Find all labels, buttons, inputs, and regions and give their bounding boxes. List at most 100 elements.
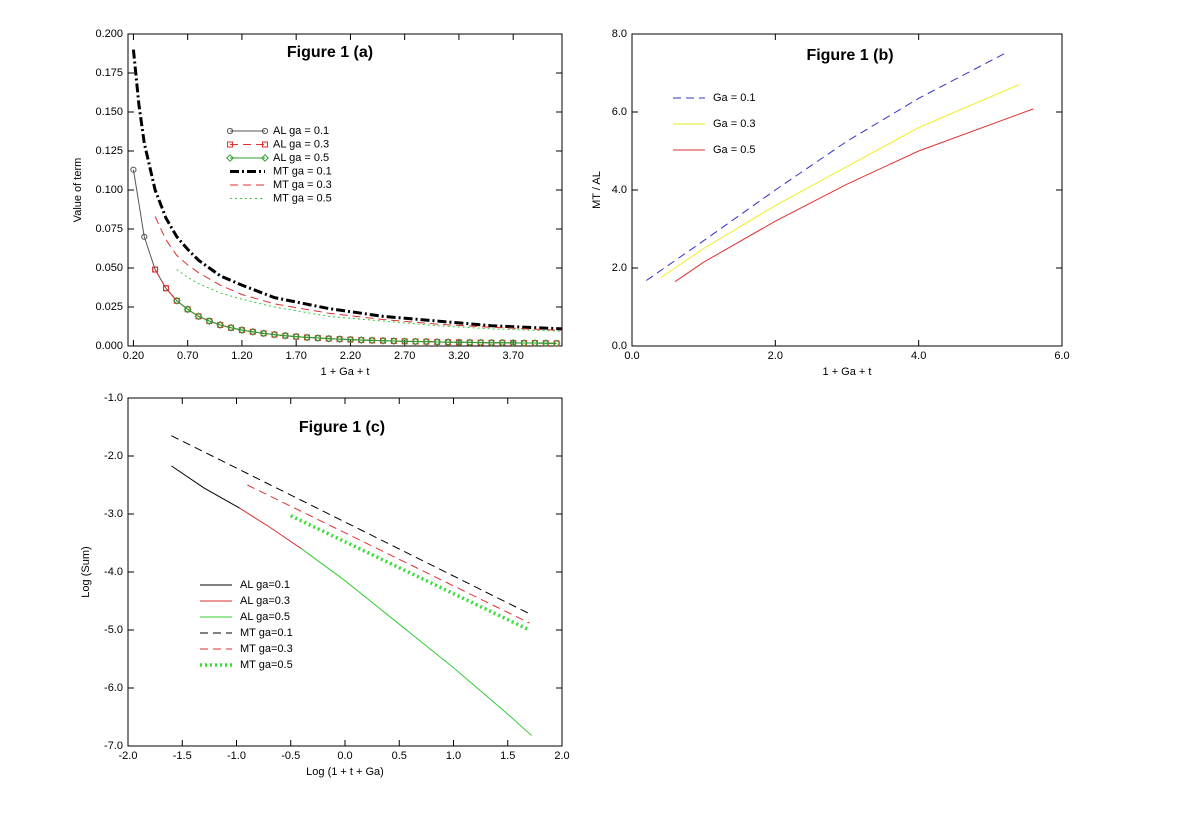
plot: 0.0 2.0 4.0 6.0 0.0 2.0 4.0 6.0 8.0 Figure 1 (b) 1… xyxy=(591,28,1070,378)
marker xyxy=(324,334,333,343)
y-tick-label: 0.100 xyxy=(95,184,123,196)
x-tick-label: 0.5 xyxy=(392,750,407,762)
legend-label: AL ga = 0.5 xyxy=(273,152,329,164)
x-tick-label: -1.0 xyxy=(227,750,246,762)
y-tick-label: -1.0 xyxy=(104,392,123,404)
x-axis-label: Log (1 + t + Ga) xyxy=(306,766,384,778)
chart-title: Figure 1 (a) xyxy=(287,44,373,61)
marker xyxy=(303,333,311,342)
x-tick-label: -0.5 xyxy=(281,750,300,762)
marker xyxy=(292,332,301,341)
marker xyxy=(227,323,235,332)
x-tick-label: 1.70 xyxy=(285,350,306,362)
chart-title: Figure 1 (c) xyxy=(299,419,385,436)
marker xyxy=(487,338,496,347)
marker xyxy=(389,337,398,345)
marker xyxy=(261,154,269,162)
plot-frame xyxy=(127,397,563,747)
x-axis-label: 1 + Ga + t xyxy=(321,366,370,378)
marker xyxy=(411,337,420,346)
marker xyxy=(530,339,539,347)
marker xyxy=(226,127,234,135)
y-tick-label: 6.0 xyxy=(612,106,627,118)
y-tick-label: 8.0 xyxy=(612,28,627,40)
marker xyxy=(205,317,214,325)
x-tick-label: 2.70 xyxy=(394,350,415,362)
legend-label: Ga = 0.3 xyxy=(713,118,756,130)
marker xyxy=(183,305,192,314)
y-tick-label: 0.025 xyxy=(95,301,123,313)
x-tick-label: 0.0 xyxy=(624,350,639,362)
marker xyxy=(509,338,518,347)
y-tick-label: -2.0 xyxy=(104,450,123,462)
marker xyxy=(346,335,355,344)
y-axis-label: Value of term xyxy=(72,158,84,223)
marker xyxy=(248,327,257,336)
y-tick-label: 0.175 xyxy=(95,67,123,79)
marker xyxy=(152,266,159,273)
y-axis-label: Log (Sum) xyxy=(80,546,92,597)
marker xyxy=(476,338,485,347)
legend-label: MT ga=0.3 xyxy=(240,643,293,655)
plot: -2.0 -1.5 -1.0 -0.5 0.0 0.5 1.0 1.5 2.0 -7.0 -6.0 -… xyxy=(80,392,570,778)
x-tick-label: 0.70 xyxy=(177,350,198,362)
x-tick-label: 6.0 xyxy=(1054,350,1069,362)
x-tick-label: 2.0 xyxy=(554,750,569,762)
y-tick-label: 0.050 xyxy=(95,262,123,274)
marker xyxy=(379,336,387,345)
y-tick-label: -6.0 xyxy=(104,682,123,694)
marker xyxy=(226,154,234,162)
y-tick-label: 0.150 xyxy=(95,106,123,118)
y-tick-label: -5.0 xyxy=(104,624,123,636)
marker xyxy=(520,339,528,347)
y-axis-label: MT / AL xyxy=(591,171,603,209)
marker xyxy=(262,141,268,148)
legend-label: AL ga=0.5 xyxy=(240,611,290,623)
legend-label: MT ga=0.1 xyxy=(240,627,293,639)
x-tick-label: 3.20 xyxy=(448,350,469,362)
legend-label: Ga = 0.1 xyxy=(713,92,756,104)
series-line xyxy=(674,108,1034,283)
plot-frame xyxy=(631,33,1063,347)
series-line xyxy=(154,269,557,344)
y-tick-label: 0.200 xyxy=(95,28,123,40)
series-line xyxy=(646,53,1005,281)
x-tick-label: -1.5 xyxy=(173,750,192,762)
marker xyxy=(335,335,344,344)
legend-label: MT ga=0.5 xyxy=(240,659,293,671)
series-line xyxy=(176,300,557,344)
marker xyxy=(498,338,507,347)
marker xyxy=(400,337,409,346)
plot-frame xyxy=(127,33,563,347)
marker xyxy=(552,339,561,348)
marker xyxy=(281,331,290,340)
x-tick-label: 1.0 xyxy=(446,750,461,762)
x-tick-label: 0.0 xyxy=(337,750,352,762)
marker xyxy=(141,233,148,240)
x-tick-label: 2.0 xyxy=(768,350,783,362)
marker xyxy=(130,166,137,173)
series-line xyxy=(239,507,302,550)
legend-label: MT ga = 0.3 xyxy=(273,179,332,191)
y-tick-label: -3.0 xyxy=(104,508,123,520)
marker xyxy=(455,338,463,347)
marker xyxy=(261,127,269,135)
y-tick-label: 0.075 xyxy=(95,223,123,235)
series-line xyxy=(176,269,563,332)
marker xyxy=(216,321,225,329)
marker xyxy=(433,338,442,346)
marker xyxy=(227,141,233,148)
series-line xyxy=(247,484,530,624)
marker xyxy=(194,312,203,321)
legend-label: AL ga=0.3 xyxy=(240,595,290,607)
x-tick-label: 3.70 xyxy=(502,350,523,362)
x-tick-label: 0.20 xyxy=(123,350,144,362)
marker xyxy=(172,296,181,305)
x-tick-label: -2.0 xyxy=(119,750,138,762)
x-tick-label: 1.20 xyxy=(231,350,252,362)
y-tick-label: -7.0 xyxy=(104,740,123,752)
x-axis-label: 1 + Ga + t xyxy=(823,366,872,378)
marker xyxy=(270,330,279,339)
y-tick-label: 0.000 xyxy=(95,340,123,352)
